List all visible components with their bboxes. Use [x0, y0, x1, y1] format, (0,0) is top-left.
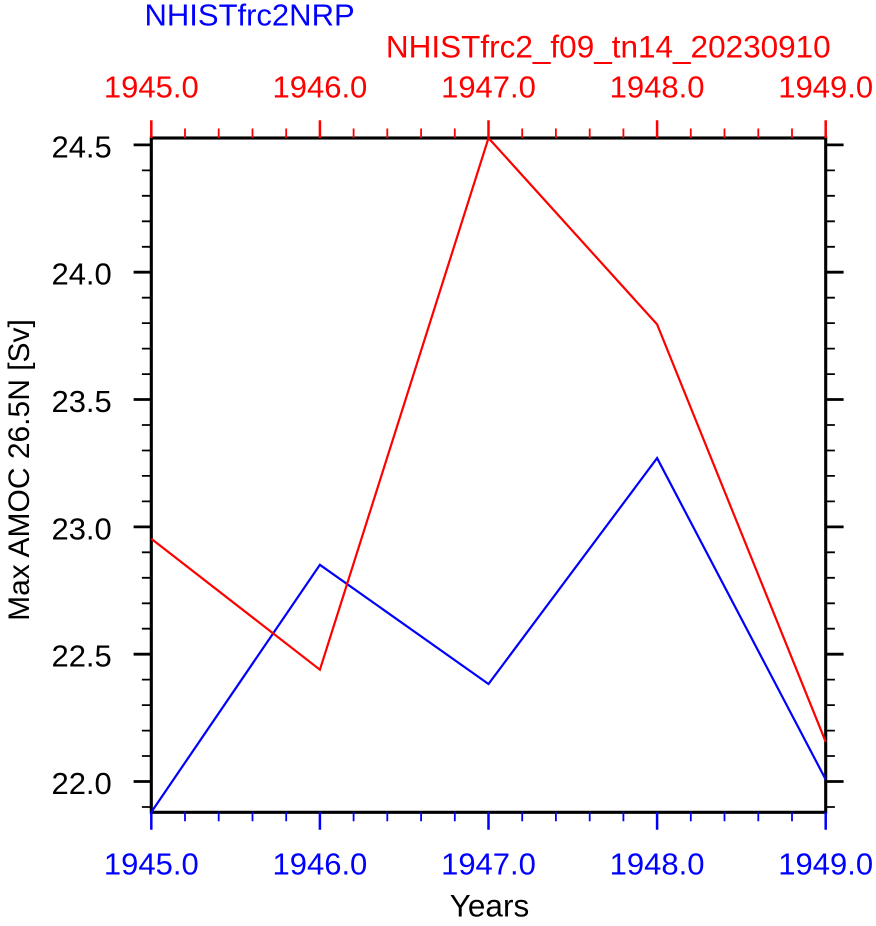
svg-text:NHISTfrc2_f09_tn14_20230910: NHISTfrc2_f09_tn14_20230910: [386, 29, 831, 65]
svg-text:1945.0: 1945.0: [104, 70, 199, 105]
svg-text:Years: Years: [450, 888, 529, 924]
svg-text:23.0: 23.0: [51, 511, 111, 546]
svg-text:23.5: 23.5: [51, 384, 111, 419]
svg-text:1946.0: 1946.0: [272, 70, 367, 105]
svg-text:22.5: 22.5: [51, 639, 111, 674]
svg-text:24.0: 24.0: [51, 257, 111, 292]
svg-text:22.0: 22.0: [51, 766, 111, 801]
svg-text:1947.0: 1947.0: [441, 846, 536, 881]
svg-text:1945.0: 1945.0: [104, 846, 199, 881]
svg-text:Max AMOC 26.5N [Sv]: Max AMOC 26.5N [Sv]: [3, 319, 36, 621]
svg-text:1948.0: 1948.0: [610, 70, 705, 105]
svg-text:1948.0: 1948.0: [610, 846, 705, 881]
svg-text:1949.0: 1949.0: [778, 70, 873, 105]
svg-text:1946.0: 1946.0: [272, 846, 367, 881]
svg-text:1947.0: 1947.0: [441, 70, 536, 105]
svg-text:24.5: 24.5: [51, 129, 111, 164]
svg-text:1949.0: 1949.0: [778, 846, 873, 881]
svg-text:NHISTfrc2NRP: NHISTfrc2NRP: [145, 0, 355, 33]
